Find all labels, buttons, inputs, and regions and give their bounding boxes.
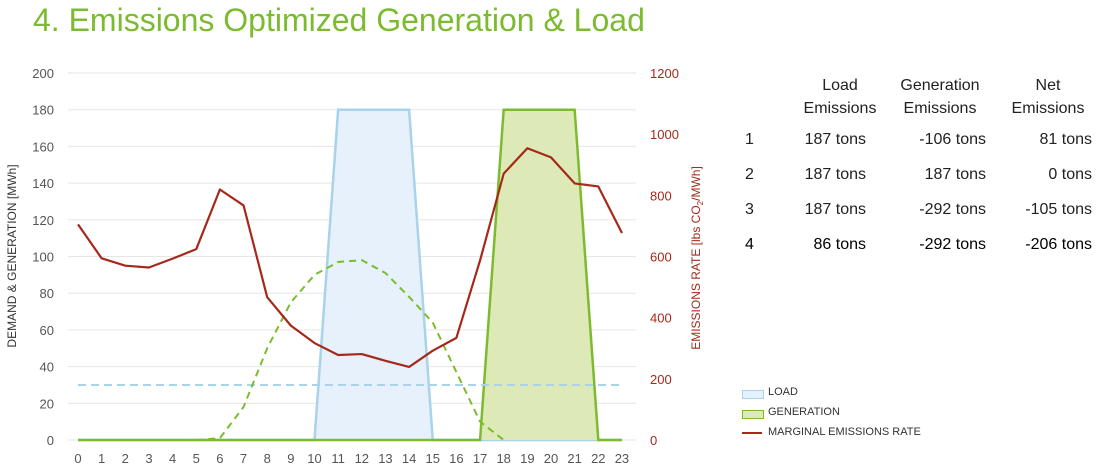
row-number: 2 <box>745 166 754 183</box>
y-tick-label: 140 <box>32 176 54 191</box>
y-tick-label: 120 <box>32 213 54 228</box>
legend-label: LOAD <box>768 386 798 398</box>
x-tick-label: 9 <box>287 451 294 466</box>
legend-item-load: LOAD <box>742 384 1002 404</box>
load-emissions-value: 187 tons <box>804 201 866 218</box>
y2-tick-label: 1000 <box>650 127 679 142</box>
y-tick-label: 80 <box>40 286 54 301</box>
table-row: 1 187 tons -106 tons 81 tons <box>730 131 1100 155</box>
y2-tick-label: 0 <box>650 433 657 448</box>
legend-label: MARGINAL EMISSIONS RATE <box>768 426 921 438</box>
table-row: 3 187 tons -292 tons -105 tons <box>730 201 1100 225</box>
y-tick-label: 200 <box>32 66 54 81</box>
y2-axis-label: EMISSIONS RATE [lbs CO2/MWh] <box>689 166 705 350</box>
emissions-swatch <box>742 432 762 434</box>
y2-tick-label: 400 <box>650 311 672 326</box>
header-line: Emissions <box>1011 100 1085 117</box>
generation-swatch <box>742 410 764 419</box>
y-tick-label: 40 <box>40 360 54 375</box>
y2-tick-label: 1200 <box>650 66 679 81</box>
x-tick-label: 3 <box>145 451 152 466</box>
row-number: 1 <box>745 131 754 148</box>
x-tick-label: 15 <box>426 451 440 466</box>
x-tick-label: 19 <box>520 451 534 466</box>
x-tick-label: 12 <box>355 451 369 466</box>
generation-emissions-value: -292 tons <box>919 201 986 218</box>
header-line: Load <box>822 77 858 94</box>
table-row: 2 187 tons 187 tons 0 tons <box>730 166 1100 190</box>
row-number: 4 <box>745 236 754 253</box>
x-tick-label: 20 <box>544 451 558 466</box>
x-tick-label: 4 <box>169 451 176 466</box>
header-line: Net <box>1035 77 1061 94</box>
y2-tick-label: 600 <box>650 250 672 265</box>
generation-line <box>78 108 622 442</box>
load-emissions-value: 86 tons <box>813 236 866 253</box>
x-tick-label: 5 <box>193 451 200 466</box>
legend-label: GENERATION <box>768 406 840 418</box>
row-number: 3 <box>745 201 754 218</box>
header-net-emissions: Net Emissions <box>988 74 1100 120</box>
x-tick-label: 22 <box>591 451 605 466</box>
legend-item-generation: GENERATION <box>742 404 1002 424</box>
x-tick-label: 18 <box>496 451 510 466</box>
y-axis-label: DEMAND & GENERATION [MWh] <box>5 164 19 347</box>
x-tick-label: 13 <box>378 451 392 466</box>
y-tick-label: 20 <box>40 396 54 411</box>
x-tick-label: 14 <box>402 451 416 466</box>
x-tick-label: 16 <box>449 451 463 466</box>
x-tick-label: 23 <box>615 451 629 466</box>
net-emissions-value: -105 tons <box>1025 201 1092 218</box>
net-emissions-value: 81 tons <box>1039 131 1092 148</box>
table-row: 4 86 tons -292 tons -206 tons <box>730 236 1100 260</box>
load-emissions-value: 187 tons <box>804 131 866 148</box>
y2-tick-label: 800 <box>650 188 672 203</box>
generation-emissions-value: -292 tons <box>919 236 986 253</box>
header-line: Generation <box>900 77 980 94</box>
header-generation-emissions: Generation Emissions <box>880 74 1000 120</box>
load-area <box>78 109 622 440</box>
y-tick-label: 160 <box>32 139 54 154</box>
legend-item-emissions: MARGINAL EMISSIONS RATE <box>742 424 1002 444</box>
y-tick-label: 180 <box>32 103 54 118</box>
load-emissions-value: 187 tons <box>804 166 866 183</box>
solar-generation-dashed-line <box>196 259 505 441</box>
header-line: Emissions <box>803 100 877 117</box>
x-tick-label: 0 <box>74 451 81 466</box>
y2-tick-label: 200 <box>650 372 672 387</box>
y-tick-label: 0 <box>47 433 54 448</box>
y-tick-label: 60 <box>40 323 54 338</box>
x-tick-label: 17 <box>473 451 487 466</box>
y-tick-label: 100 <box>32 250 54 265</box>
load-swatch <box>742 390 764 399</box>
x-tick-label: 2 <box>122 451 129 466</box>
generation-emissions-value: -106 tons <box>919 131 986 148</box>
net-emissions-value: 0 tons <box>1048 166 1092 183</box>
x-tick-label: 7 <box>240 451 247 466</box>
x-tick-label: 1 <box>98 451 105 466</box>
x-tick-label: 11 <box>331 451 345 466</box>
emissions-rate-line <box>77 147 623 369</box>
generation-emissions-value: 187 tons <box>924 166 986 183</box>
x-tick-label: 10 <box>307 451 321 466</box>
x-tick-label: 6 <box>216 451 223 466</box>
net-emissions-value: -206 tons <box>1025 236 1092 253</box>
x-tick-label: 8 <box>264 451 271 466</box>
page-title: 4. Emissions Optimized Generation & Load <box>33 2 645 38</box>
header-load-emissions: Load Emissions <box>780 74 900 120</box>
header-line: Emissions <box>903 100 977 117</box>
x-tick-label: 21 <box>567 451 581 466</box>
